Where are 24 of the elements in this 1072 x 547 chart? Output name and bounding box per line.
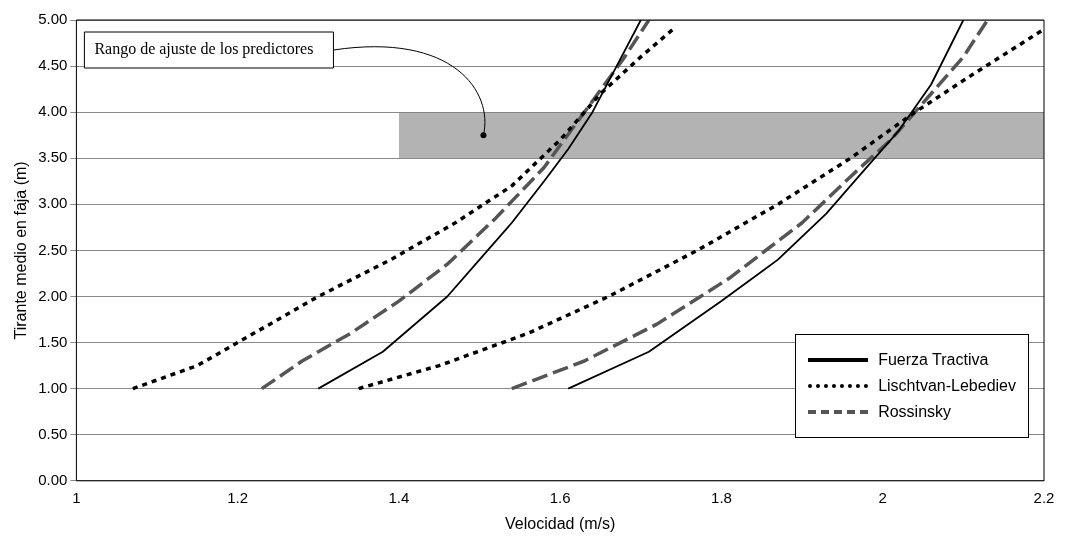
band-label: Rango de ajuste de los predictores (94, 40, 314, 59)
x-tick-label: 1.4 (388, 488, 410, 506)
legend-label: Rossinsky (878, 403, 952, 421)
y-tick-label: 5.00 (38, 10, 68, 28)
y-tick-label: 3.00 (38, 194, 68, 212)
x-tick-label: 1 (72, 488, 81, 506)
y-tick-label: 4.50 (38, 56, 68, 74)
y-tick-label: 1.50 (38, 332, 68, 350)
y-tick-label: 2.50 (38, 240, 68, 258)
y-tick-label: 3.50 (38, 148, 68, 166)
x-tick-label: 1.6 (549, 488, 571, 506)
y-tick-label: 4.00 (38, 102, 68, 120)
x-axis-title: Velocidad (m/s) (505, 514, 616, 532)
legend-label: Fuerza Tractiva (878, 351, 989, 369)
y-tick-label: 1.00 (38, 378, 68, 396)
legend-label: Lischtvan-Lebediev (878, 377, 1016, 395)
x-tick-label: 1.8 (711, 488, 732, 506)
y-tick-label: 0.00 (38, 470, 68, 488)
y-axis-title: Tirante medio en faja (m) (12, 161, 30, 340)
x-tick-label: 2.2 (1033, 488, 1055, 506)
x-tick-label: 2 (878, 488, 887, 506)
x-tick-label: 1.2 (227, 488, 249, 506)
y-tick-label: 2.00 (38, 286, 68, 304)
y-tick-label: 0.50 (38, 424, 68, 442)
